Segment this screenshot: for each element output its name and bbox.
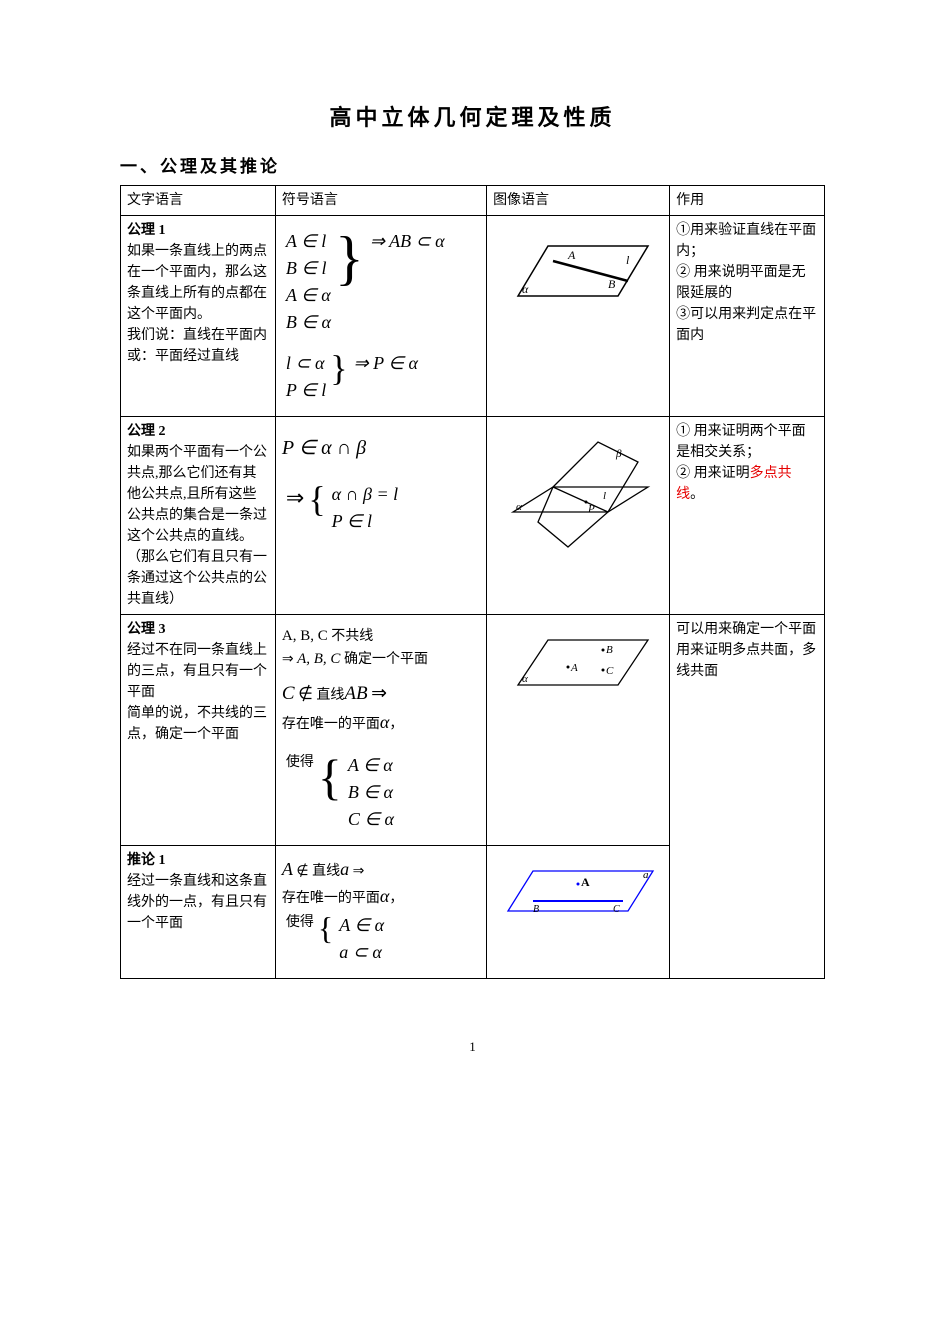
svg-text:β: β	[615, 448, 622, 460]
math-line: ⇒ AB ⊂ α	[370, 231, 445, 251]
svg-text:α: α	[522, 282, 529, 296]
cell-use: ① 用来证明两个平面是相交关系； ② 用来证明多点共线。	[670, 417, 825, 615]
cell-text: 公理 1 如果一条直线上的两点在一个平面内，那么这条直线上所有的点都在这个平面内…	[121, 216, 276, 417]
diagram-corollary1-icon: A B C a	[493, 856, 663, 926]
use-line: 。	[690, 487, 704, 502]
math-line: A, B, C	[282, 628, 328, 644]
cell-symbol: A ∈ l B ∈ l A ∈ α B ∈ α } ⇒ AB ⊂ α	[275, 216, 486, 417]
header-symbol-lang: 符号语言	[275, 186, 486, 216]
use-line: ② 用来证明	[676, 466, 750, 481]
cell-diagram: A B l α	[487, 216, 670, 417]
math-line: B ∈ l	[286, 258, 327, 278]
page-number: 1	[120, 1039, 825, 1055]
formula: A ∈ l B ∈ l A ∈ α B ∈ α } ⇒ AB ⊂ α	[282, 220, 480, 412]
formula: P ∈ α ∩ β ⇒ { α ∩ β = l P ∈ l	[282, 421, 480, 543]
page: 高中立体几何定理及性质 一、公理及其推论 文字语言 符号语言 图像语言 作用 公…	[0, 0, 945, 1115]
math-line: ⇒ P ∈ α	[354, 353, 418, 373]
cell-use: 可以用来确定一个平面 用来证明多点共面，多线共面	[670, 615, 825, 979]
page-title: 高中立体几何定理及性质	[120, 100, 825, 132]
table-header-row: 文字语言 符号语言 图像语言 作用	[121, 186, 825, 216]
use-line: 可以用来确定一个平面	[676, 622, 816, 637]
header-use: 作用	[670, 186, 825, 216]
svg-text:a: a	[643, 869, 649, 881]
table-row: 公理 3 经过不在同一条直线上的三点，有且只有一个平面 简单的说，不共线的三点，…	[121, 615, 825, 846]
cell-use: ①用来验证直线在平面内； ② 用来说明平面是无限延展的 ③可以用来判定点在平面内	[670, 216, 825, 417]
math-text: 确定一个平面	[344, 652, 428, 667]
use-line: ① 用来证明两个平面是相交关系；	[676, 424, 806, 460]
math-line: A ∈ l	[286, 231, 326, 251]
axiom-text: 如果两个平面有一个公共点,那么它们还有其他公共点,且所有这些公共点的集合是一条过…	[127, 445, 267, 607]
math-text: 直线	[316, 688, 344, 703]
use-line: ② 用来说明平面是无限延展的	[676, 265, 806, 301]
svg-text:B: B	[606, 644, 613, 656]
cell-diagram: A B C a	[487, 845, 670, 978]
svg-text:l: l	[626, 253, 630, 267]
math-line: B ∈ α	[286, 312, 331, 332]
math-text: 直线	[312, 864, 340, 879]
brace-icon: }	[335, 228, 364, 336]
svg-text:B: B	[533, 904, 539, 915]
formula: A ∉ 直线a ⇒ 存在唯一的平面α， 使得 { A ∈ αa ⊂ α	[282, 850, 480, 974]
header-text-lang: 文字语言	[121, 186, 276, 216]
math-text: 使得	[284, 752, 316, 833]
math-line: P ∈ l	[332, 511, 372, 531]
math-block: A ∈ αB ∈ αC ∈ α	[344, 752, 398, 833]
diagram-axiom1-icon: A B l α	[498, 226, 658, 316]
brace-icon: {	[308, 481, 325, 535]
svg-text:α: α	[522, 673, 528, 685]
axiom-text: 经过一条直线和这条直线外的一点，有且只有一个平面	[127, 874, 267, 931]
math-text: 使得	[284, 912, 316, 966]
math-line: A ∈ α	[286, 285, 331, 305]
svg-text:A: A	[567, 248, 576, 262]
cell-text: 公理 2 如果两个平面有一个公共点,那么它们还有其他公共点,且所有这些公共点的集…	[121, 417, 276, 615]
cell-symbol: A ∉ 直线a ⇒ 存在唯一的平面α， 使得 { A ∈ αa ⊂ α	[275, 845, 486, 978]
axiom-label: 推论 1	[127, 853, 166, 868]
cell-diagram: A B C α	[487, 615, 670, 846]
brace-icon: {	[318, 912, 333, 966]
use-line: ③可以用来判定点在平面内	[676, 307, 816, 343]
math-text: 存在唯一的平面	[282, 891, 380, 906]
axiom-text: 如果一条直线上的两点在一个平面内，那么这条直线上所有的点都在这个平面内。 我们说…	[127, 244, 267, 364]
svg-text:α: α	[516, 501, 522, 513]
axiom-label: 公理 3	[127, 622, 166, 637]
math-block: A ∈ αa ⊂ α	[335, 912, 388, 966]
svg-text:A: A	[581, 875, 590, 889]
math-line: P ∈ α ∩ β	[282, 427, 480, 469]
cell-symbol: A, B, C 不共线 ⇒ A, B, C 确定一个平面 C ∉ 直线AB ⇒ …	[275, 615, 486, 846]
formula: A, B, C 不共线 ⇒ A, B, C 确定一个平面 C ∉ 直线AB ⇒ …	[282, 619, 480, 841]
axiom-text: 经过不在同一条直线上的三点，有且只有一个平面 简单的说，不共线的三点，确定一个平…	[127, 643, 267, 742]
svg-text:B: B	[608, 277, 616, 291]
svg-text:l: l	[603, 490, 606, 502]
brace-icon: {	[318, 752, 342, 833]
header-image-lang: 图像语言	[487, 186, 670, 216]
section-heading: 一、公理及其推论	[120, 152, 825, 177]
table-row: 公理 2 如果两个平面有一个公共点,那么它们还有其他公共点,且所有这些公共点的集…	[121, 417, 825, 615]
theorem-table: 文字语言 符号语言 图像语言 作用 公理 1 如果一条直线上的两点在一个平面内，…	[120, 185, 825, 979]
cell-text: 推论 1 经过一条直线和这条直线外的一点，有且只有一个平面	[121, 845, 276, 978]
cell-symbol: P ∈ α ∩ β ⇒ { α ∩ β = l P ∈ l	[275, 417, 486, 615]
math-line: α ∩ β = l	[332, 484, 399, 504]
svg-text:A: A	[570, 662, 578, 674]
svg-text:P: P	[587, 503, 595, 515]
svg-text:C: C	[606, 665, 614, 677]
math-line: P ∈ l	[286, 380, 326, 400]
diagram-axiom2-icon: α β P l	[498, 427, 658, 557]
cell-text: 公理 3 经过不在同一条直线上的三点，有且只有一个平面 简单的说，不共线的三点，…	[121, 615, 276, 846]
svg-text:C: C	[613, 904, 620, 915]
math-line: l ⊂ α	[286, 353, 325, 373]
math-text: 存在唯一的平面	[282, 717, 380, 732]
axiom-label: 公理 1	[127, 223, 166, 238]
brace-icon: }	[330, 350, 347, 404]
use-line: 用来证明多点共面，多线共面	[676, 643, 816, 679]
cell-diagram: α β P l	[487, 417, 670, 615]
use-line: ①用来验证直线在平面内；	[676, 223, 816, 259]
math-text: 不共线	[331, 629, 373, 644]
diagram-axiom3-icon: A B C α	[498, 625, 658, 705]
table-row: 公理 1 如果一条直线上的两点在一个平面内，那么这条直线上所有的点都在这个平面内…	[121, 216, 825, 417]
axiom-label: 公理 2	[127, 424, 166, 439]
